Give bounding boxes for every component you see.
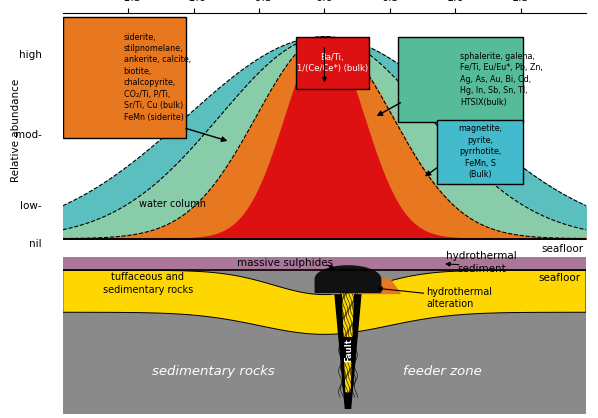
Text: sedimentary rocks: sedimentary rocks — [152, 365, 274, 378]
Text: nil: nil — [29, 239, 42, 249]
Polygon shape — [343, 295, 353, 392]
FancyBboxPatch shape — [398, 37, 523, 122]
Polygon shape — [63, 257, 586, 270]
Text: hydrothermal
alteration: hydrothermal alteration — [426, 287, 492, 309]
Text: sphalerite, galena,
Fe/Ti, Eu/Eu*, Pb, Zn,
Ag, As, Au, Bi, Cd,
Hg, In, Sb, Sn, T: sphalerite, galena, Fe/Ti, Eu/Eu*, Pb, Z… — [460, 52, 543, 107]
FancyBboxPatch shape — [437, 120, 523, 184]
Text: low-: low- — [20, 201, 42, 211]
Text: mod-: mod- — [15, 130, 42, 140]
Polygon shape — [315, 266, 381, 293]
Text: hydrothermal
sediment: hydrothermal sediment — [446, 251, 517, 274]
Text: Fault: Fault — [344, 338, 353, 362]
Polygon shape — [331, 279, 400, 293]
Text: Ba/Ti,
1/(Ce/Ce*) (bulk): Ba/Ti, 1/(Ce/Ce*) (bulk) — [297, 53, 368, 73]
Text: magnetite,
pyrite,
pyrrhotite,
FeMn, S
(Bulk): magnetite, pyrite, pyrrhotite, FeMn, S (… — [458, 125, 502, 179]
Text: high: high — [19, 50, 42, 60]
Text: feeder zone: feeder zone — [403, 365, 481, 378]
Text: seafloor: seafloor — [541, 244, 584, 254]
FancyBboxPatch shape — [63, 17, 186, 138]
Text: massive sulphides: massive sulphides — [237, 257, 333, 268]
FancyBboxPatch shape — [295, 37, 369, 89]
Polygon shape — [335, 293, 361, 408]
Text: seafloor: seafloor — [539, 273, 581, 283]
Text: water column: water column — [139, 199, 206, 209]
Polygon shape — [63, 270, 586, 334]
Text: Relative abundance: Relative abundance — [11, 79, 21, 182]
Text: siderite,
stilpnomelane,
ankerite, calcite,
biotite,
chalcopyrite,
CO₂/Ti, P/Ti,: siderite, stilpnomelane, ankerite, calci… — [124, 33, 191, 122]
Text: tuffaceous and
sedimentary rocks: tuffaceous and sedimentary rocks — [103, 273, 193, 295]
